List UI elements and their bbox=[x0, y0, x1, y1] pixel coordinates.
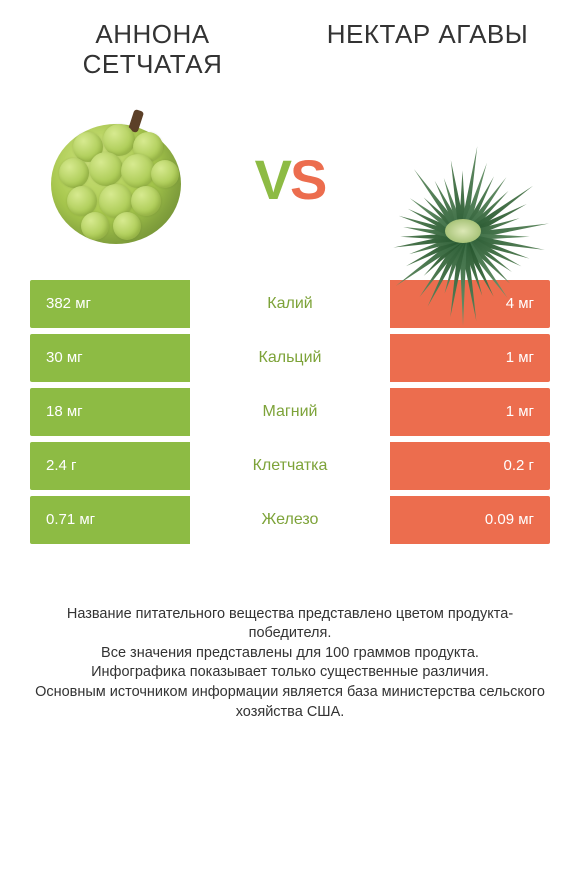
left-product-title: АННОНА СЕТЧАТАЯ bbox=[40, 20, 265, 80]
titles-row: АННОНА СЕТЧАТАЯ НЕКТАР АГАВЫ bbox=[0, 0, 580, 90]
left-value-cell: 30 мг bbox=[30, 334, 190, 382]
vs-v: V bbox=[255, 148, 290, 211]
left-value-cell: 382 мг bbox=[30, 280, 190, 328]
sugarapple-icon bbox=[45, 112, 190, 247]
left-value-cell: 18 мг bbox=[30, 388, 190, 436]
agave-icon bbox=[380, 105, 545, 255]
right-value-cell: 1 мг bbox=[390, 334, 550, 382]
right-value-cell: 1 мг bbox=[390, 388, 550, 436]
right-value-cell: 0.2 г bbox=[390, 442, 550, 490]
footnote-text: Название питательного вещества представл… bbox=[0, 550, 580, 722]
left-product-image bbox=[35, 102, 200, 257]
vs-label: VS bbox=[255, 147, 326, 212]
nutrient-label: Клетчатка bbox=[190, 442, 390, 490]
table-row: 30 мгКальций1 мг bbox=[30, 334, 550, 382]
table-row: 2.4 гКлетчатка0.2 г bbox=[30, 442, 550, 490]
nutrient-label: Железо bbox=[190, 496, 390, 544]
right-value-cell: 0.09 мг bbox=[390, 496, 550, 544]
left-value-cell: 0.71 мг bbox=[30, 496, 190, 544]
table-row: 0.71 мгЖелезо0.09 мг bbox=[30, 496, 550, 544]
comparison-table: 382 мгКалий4 мг30 мгКальций1 мг18 мгМагн… bbox=[0, 280, 580, 544]
vs-s: S bbox=[290, 148, 325, 211]
right-product-title: НЕКТАР АГАВЫ bbox=[315, 20, 540, 80]
right-product-image bbox=[380, 102, 545, 257]
nutrient-label: Магний bbox=[190, 388, 390, 436]
images-row: VS bbox=[0, 90, 580, 280]
left-value-cell: 2.4 г bbox=[30, 442, 190, 490]
nutrient-label: Кальций bbox=[190, 334, 390, 382]
nutrient-label: Калий bbox=[190, 280, 390, 328]
table-row: 18 мгМагний1 мг bbox=[30, 388, 550, 436]
